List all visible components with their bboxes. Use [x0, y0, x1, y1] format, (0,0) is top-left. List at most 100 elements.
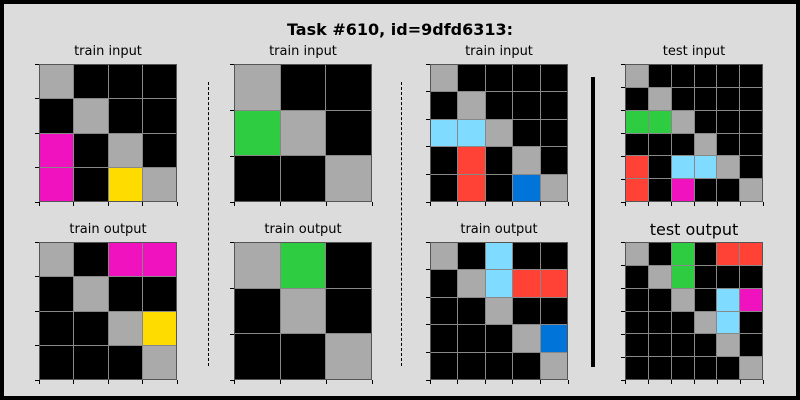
grid-cell [740, 311, 762, 334]
grid-cell [513, 65, 540, 92]
grid-cell [717, 357, 740, 379]
grid-cell [108, 277, 142, 311]
axis-tick [716, 202, 718, 206]
axis-tick [233, 202, 235, 206]
axis-tick [230, 155, 234, 157]
grid-cell [431, 119, 458, 147]
axis-tick [35, 98, 39, 99]
grid-cell [671, 334, 694, 357]
grid-test-output [625, 242, 763, 380]
grid-cell [717, 65, 740, 87]
grid-cell [740, 110, 762, 133]
figure-title: Task #610, id=9dfd6313: [286, 20, 514, 39]
grid-cell [671, 110, 694, 133]
grid-cell [108, 133, 142, 167]
grid-cell [694, 357, 717, 379]
axis-tick [35, 201, 39, 203]
separator-solid-test [591, 77, 595, 367]
grid-cell [648, 265, 671, 288]
grid-cell [671, 179, 694, 201]
grid-cell [694, 243, 717, 265]
grid-cell [280, 288, 326, 334]
grid-cell [235, 334, 280, 379]
grid-cell [74, 133, 108, 167]
grid-cell [40, 65, 74, 99]
axis-tick [230, 109, 234, 111]
grid-cell [694, 179, 717, 201]
axis-tick [624, 202, 626, 206]
axis-tick [621, 63, 625, 65]
axis-tick [426, 91, 430, 93]
grid-cell [540, 119, 567, 147]
axis-tick [739, 380, 741, 384]
axis-tick [621, 379, 625, 381]
grid-cell [431, 92, 458, 119]
grid-cell [280, 334, 326, 379]
grid-cell [108, 167, 142, 201]
axis-tick [539, 380, 541, 384]
grid-cell [74, 99, 108, 133]
grid-cell [40, 167, 74, 201]
axis-tick [484, 380, 486, 384]
axis-tick [426, 201, 430, 203]
axis-tick [142, 380, 143, 384]
grid-cell [458, 352, 485, 379]
axis-tick [230, 201, 234, 203]
grid-cell [326, 156, 371, 201]
axis-tick [512, 380, 514, 384]
grid-cell [717, 265, 740, 288]
axis-tick [621, 287, 625, 289]
grid-cell [40, 345, 74, 379]
panel-label-train-input-2: train input [269, 44, 337, 59]
axis-tick [429, 202, 431, 206]
grid-cell [431, 352, 458, 379]
grid-cell [540, 174, 567, 201]
grid-cell [40, 243, 74, 277]
axis-tick [38, 202, 40, 206]
grid-cell [717, 87, 740, 110]
grid-cell [648, 311, 671, 334]
grid-cell [694, 311, 717, 334]
grid-cell [142, 243, 176, 277]
axis-tick [35, 241, 39, 243]
axis-tick [621, 264, 625, 266]
axis-tick [107, 380, 109, 384]
grid-cell [280, 156, 326, 201]
grid-cell [648, 179, 671, 201]
axis-tick [426, 324, 430, 326]
grid-cell [326, 288, 371, 334]
grid-cell [626, 357, 648, 379]
axis-tick [621, 109, 625, 111]
grid-cell [740, 179, 762, 201]
axis-tick [457, 380, 459, 384]
axis-tick [38, 380, 40, 384]
grid-cell [740, 357, 762, 379]
grid-train-input-1 [39, 64, 177, 202]
axis-tick [647, 380, 649, 384]
axis-tick [371, 380, 373, 384]
panel-label-test-input: test input [662, 44, 726, 59]
grid-cell [648, 288, 671, 311]
grid-cell [326, 243, 371, 288]
grid-cell [540, 325, 567, 352]
grid-cell [648, 156, 671, 179]
panel-label-test-output: test output [649, 220, 739, 239]
grid-cell [280, 65, 326, 110]
grid-cell [717, 179, 740, 201]
axis-tick [230, 241, 234, 243]
axis-tick [107, 202, 109, 206]
grid-cell [671, 243, 694, 265]
grid-cell [740, 243, 762, 265]
grid-cell [40, 311, 74, 345]
panel-label-train-output-1: train output [69, 222, 147, 237]
grid-cell [740, 288, 762, 311]
axis-tick [512, 202, 514, 206]
axis-tick [426, 241, 430, 243]
grid-cell [626, 243, 648, 265]
grid-cell [626, 265, 648, 288]
grid-cell [626, 156, 648, 179]
axis-tick [762, 202, 764, 206]
grid-cell [458, 325, 485, 352]
axis-tick [484, 202, 486, 206]
axis-tick [621, 241, 625, 243]
